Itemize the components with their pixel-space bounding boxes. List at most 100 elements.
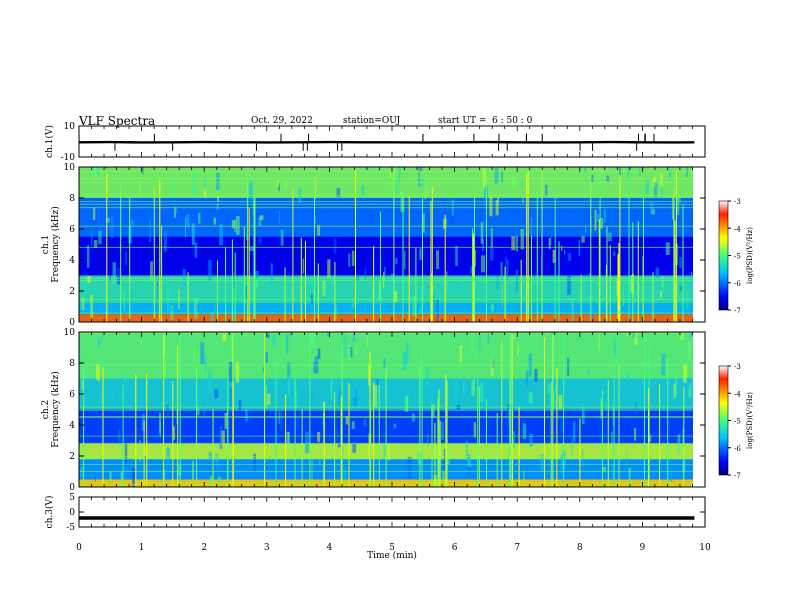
spectrogram-texture <box>244 332 248 337</box>
spectrogram-texture <box>419 167 423 172</box>
no-data-strip <box>693 332 705 487</box>
spectrogram-texture <box>402 352 407 371</box>
spectrogram-texture <box>266 393 271 405</box>
spectrogram-texture <box>219 425 223 449</box>
spectrogram-texture <box>343 333 347 357</box>
spectrogram-texture <box>333 237 337 254</box>
spectrogram-texture <box>355 346 358 355</box>
ch3-y-tick-label: 5 <box>69 493 75 503</box>
spectrogram-texture <box>231 306 235 322</box>
spectrogram-texture <box>214 389 219 399</box>
spectrogram-texture <box>361 185 365 196</box>
spectrogram-texture <box>420 354 422 371</box>
spectrogram-texture <box>142 167 144 175</box>
spectrogram-texture <box>311 332 315 348</box>
colorbar-tick-label: -7 <box>734 307 741 315</box>
spectrogram-texture <box>249 246 254 252</box>
ch3-y-tick-label: -5 <box>66 523 75 533</box>
spectrogram-texture <box>182 269 186 286</box>
spectrogram-texture <box>98 231 102 245</box>
spectrogram-texture <box>584 167 587 173</box>
spectrogram-texture <box>536 333 538 351</box>
spectrogram-texture <box>567 274 571 295</box>
spectrogram-texture <box>635 402 637 415</box>
spectrogram-texture <box>351 298 355 309</box>
ch1-y-tick-label: 4 <box>69 256 75 266</box>
spectrogram-texture <box>326 332 331 336</box>
spectrogram-texture <box>387 167 389 188</box>
spectrogram-texture <box>547 384 551 394</box>
spectrogram-texture <box>404 250 406 270</box>
spectrogram-texture <box>549 228 552 246</box>
spectrogram-texture <box>222 332 226 342</box>
spectrogram-texture <box>482 167 486 189</box>
spectrogram-texture <box>688 383 692 397</box>
spectrogram-texture <box>100 391 103 404</box>
spectrogram-texture <box>496 275 499 290</box>
spectrogram-texture <box>298 187 302 203</box>
ch2-y-tick-label: 8 <box>69 359 75 369</box>
spectrogram-texture <box>683 364 688 383</box>
ch1-ylabel-frequency: Frequency (kHz) <box>50 206 61 283</box>
spectrogram-texture <box>436 250 439 270</box>
spectrogram-texture <box>673 383 676 399</box>
spectrogram-texture <box>686 167 688 178</box>
spectrogram-texture <box>616 350 618 359</box>
spectrogram-texture <box>330 377 333 400</box>
spectrogram-texture <box>513 431 515 449</box>
spectrogram-texture <box>600 167 603 174</box>
spectrogram-texture <box>497 196 499 203</box>
spectrogram-texture <box>166 447 170 464</box>
x-tick-label: 6 <box>452 543 458 553</box>
spectrogram-texture <box>204 177 207 193</box>
ch2-ylabel: ch.2 <box>41 400 51 419</box>
spectrogram-texture <box>500 262 503 277</box>
spectrogram-texture <box>615 340 617 353</box>
spectrogram-texture <box>327 259 331 278</box>
spectrogram-texture <box>649 367 653 373</box>
spectrogram-texture <box>87 245 90 268</box>
spectrogram-texture <box>591 295 593 301</box>
ch2-y-tick-label: 10 <box>64 328 76 338</box>
spectrogram-texture <box>204 188 207 198</box>
spectrogram-texture <box>487 332 489 343</box>
spectrogram-texture <box>259 215 264 221</box>
spectrogram-texture <box>109 471 112 483</box>
spectrogram-texture <box>603 209 606 223</box>
spectrogram-texture <box>110 216 114 238</box>
ch1-spectrogram <box>79 167 705 323</box>
spectrogram-texture <box>194 242 198 258</box>
spectrogram-texture <box>210 311 215 322</box>
colorbar-tick-label: -5 <box>734 253 741 261</box>
spectrogram-texture <box>588 273 592 295</box>
spectrogram-texture <box>679 285 683 291</box>
spectrogram-texture <box>652 176 657 187</box>
spectrogram-texture <box>83 278 87 296</box>
spectrogram-texture <box>479 336 481 351</box>
spectrogram-texture <box>322 280 326 296</box>
spectrogram-texture <box>191 223 195 245</box>
ch3-ylabel: ch.3(V) <box>44 496 55 529</box>
ch1-colorbar-label: log(PSD)(V²/Hz) <box>746 227 754 284</box>
spectrogram-texture <box>587 369 590 375</box>
spectrogram-texture <box>418 167 420 187</box>
spectrogram-texture <box>661 179 663 198</box>
spectrogram-texture <box>590 312 594 319</box>
spectrogram-texture <box>443 448 446 472</box>
spectrogram-texture <box>475 349 478 359</box>
spectrogram-texture <box>395 257 398 264</box>
spectrogram-texture <box>505 257 507 277</box>
spectrogram-texture <box>112 389 114 404</box>
spectrogram-texture <box>248 181 253 200</box>
spectrogram-texture <box>677 434 681 455</box>
colorbar-tick-label: -3 <box>734 198 741 206</box>
spectrogram-texture <box>132 468 136 487</box>
spectrogram-texture <box>215 461 220 467</box>
spectrogram-texture <box>480 222 484 244</box>
spectrogram-texture <box>192 460 194 480</box>
spectrogram-texture <box>393 423 397 429</box>
x-tick-label: 4 <box>327 543 333 553</box>
spectrogram-texture <box>186 214 190 228</box>
spectrogram-texture <box>454 379 458 397</box>
spectrogram-texture <box>501 285 503 308</box>
